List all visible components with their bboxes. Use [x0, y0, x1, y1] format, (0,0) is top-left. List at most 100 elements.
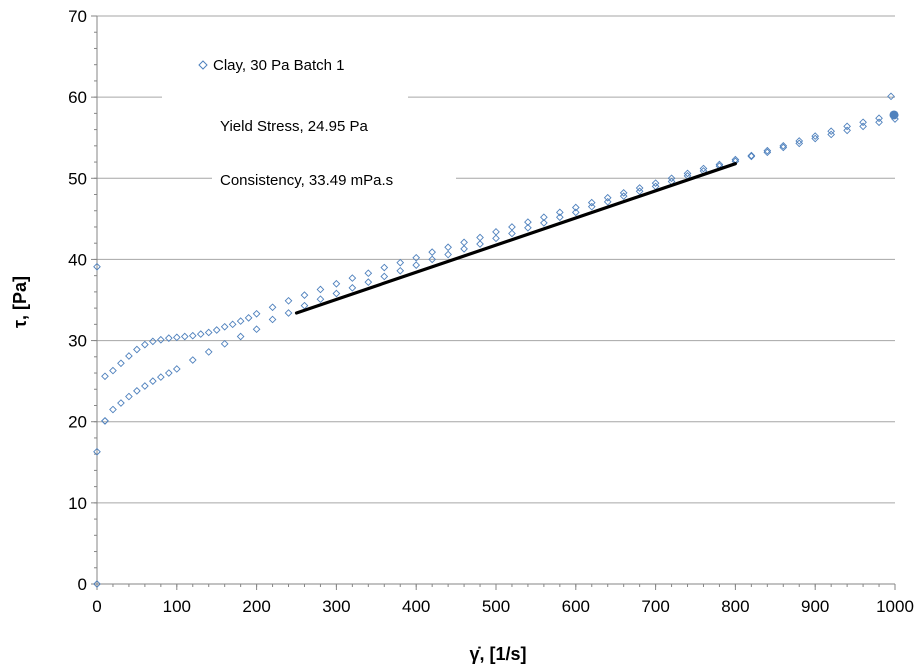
data-point	[117, 399, 125, 407]
data-point	[236, 332, 245, 341]
legend-background	[162, 95, 408, 103]
data-point	[284, 296, 293, 305]
data-point	[811, 134, 820, 143]
data-point	[540, 219, 548, 227]
data-point	[172, 333, 181, 342]
data-point	[524, 223, 532, 232]
data-point	[412, 253, 421, 262]
data-point	[268, 303, 277, 312]
data-point	[164, 369, 173, 377]
data-point	[619, 189, 628, 197]
legend-background-3	[212, 176, 456, 184]
data-point	[460, 238, 468, 247]
data-point	[444, 243, 452, 252]
legend-entry-clay: Clay, 30 Pa Batch 1	[213, 57, 344, 74]
series-layer	[93, 92, 899, 588]
data-point	[811, 132, 820, 140]
data-point	[747, 151, 756, 160]
data-point	[428, 248, 436, 256]
data-point	[252, 309, 261, 318]
data-point	[157, 335, 165, 344]
data-point	[93, 447, 101, 456]
data-point	[587, 202, 596, 211]
y-tick-label: 60	[68, 88, 87, 107]
x-tick-label: 400	[402, 597, 430, 616]
data-point	[364, 278, 373, 286]
data-point	[236, 317, 245, 325]
data-point	[93, 580, 101, 588]
x-tick-label: 300	[322, 597, 350, 616]
data-point	[125, 352, 133, 360]
data-point	[556, 208, 564, 217]
legend-marker-diamond	[198, 60, 208, 70]
data-point	[348, 283, 357, 292]
data-point	[332, 289, 341, 298]
data-point	[252, 325, 261, 334]
data-point	[795, 137, 804, 145]
legend-background-2	[188, 160, 214, 168]
data-point	[133, 387, 141, 395]
data-point	[204, 348, 213, 356]
x-tick-label: 1000	[876, 597, 914, 616]
data-point	[843, 122, 851, 131]
data-point	[827, 127, 835, 136]
data-point	[141, 340, 149, 349]
data-point	[428, 255, 436, 264]
x-tick-labels: 0 100 200 300 400 500 600 700 800 900 1000	[92, 597, 914, 616]
data-point	[859, 118, 867, 127]
data-point	[93, 262, 101, 271]
data-point	[763, 148, 772, 157]
legend-entry-yield-stress: Yield Stress, 24.95 Pa	[220, 118, 369, 135]
y-tick-label: 70	[68, 7, 87, 26]
x-tick-label: 700	[641, 597, 669, 616]
data-point	[779, 143, 788, 152]
legend: Clay, 30 Pa Batch 1 Yield Stress, 24.95 …	[162, 57, 456, 189]
data-point	[827, 130, 835, 139]
consistency-fit-line	[294, 162, 738, 315]
y-tick-label: 10	[68, 494, 87, 513]
data-point	[348, 274, 357, 282]
data-point	[571, 203, 580, 212]
data-point	[508, 223, 516, 231]
data-point	[619, 192, 628, 200]
data-point	[220, 322, 229, 331]
x-tick-label: 200	[242, 597, 270, 616]
data-point	[380, 263, 389, 272]
data-point	[157, 373, 165, 381]
data-point	[180, 332, 189, 341]
data-point	[141, 382, 149, 390]
x-tick-label: 600	[562, 597, 590, 616]
data-point	[101, 417, 109, 425]
y-tick-label: 50	[68, 169, 87, 188]
data-point	[164, 334, 173, 342]
data-point	[795, 139, 804, 148]
legend-entry-consistency: Consistency, 33.49 mPa.s	[220, 172, 393, 189]
y-tick-labels: 0 10 20 30 40 50 60 70	[68, 7, 87, 594]
axis-layer	[91, 15, 896, 590]
data-point	[843, 126, 851, 135]
data-point	[284, 309, 293, 317]
data-point	[380, 272, 389, 281]
data-point	[109, 366, 117, 375]
data-point	[396, 266, 405, 275]
y-tick-label: 20	[68, 413, 87, 432]
data-point	[149, 377, 157, 385]
data-point	[244, 314, 253, 322]
data-point	[188, 356, 197, 364]
data-point	[316, 295, 325, 304]
data-point	[667, 174, 676, 183]
data-point	[412, 261, 421, 269]
data-point	[875, 114, 883, 123]
data-point	[651, 179, 660, 187]
data-point	[875, 118, 883, 127]
data-point	[524, 218, 532, 226]
data-point	[540, 213, 548, 222]
data-point	[220, 339, 229, 348]
data-point	[683, 169, 692, 178]
data-point	[332, 279, 341, 288]
data-point	[635, 184, 644, 192]
x-tick-label: 500	[482, 597, 510, 616]
data-point	[603, 193, 612, 202]
data-point	[492, 228, 500, 236]
data-point	[508, 229, 516, 238]
